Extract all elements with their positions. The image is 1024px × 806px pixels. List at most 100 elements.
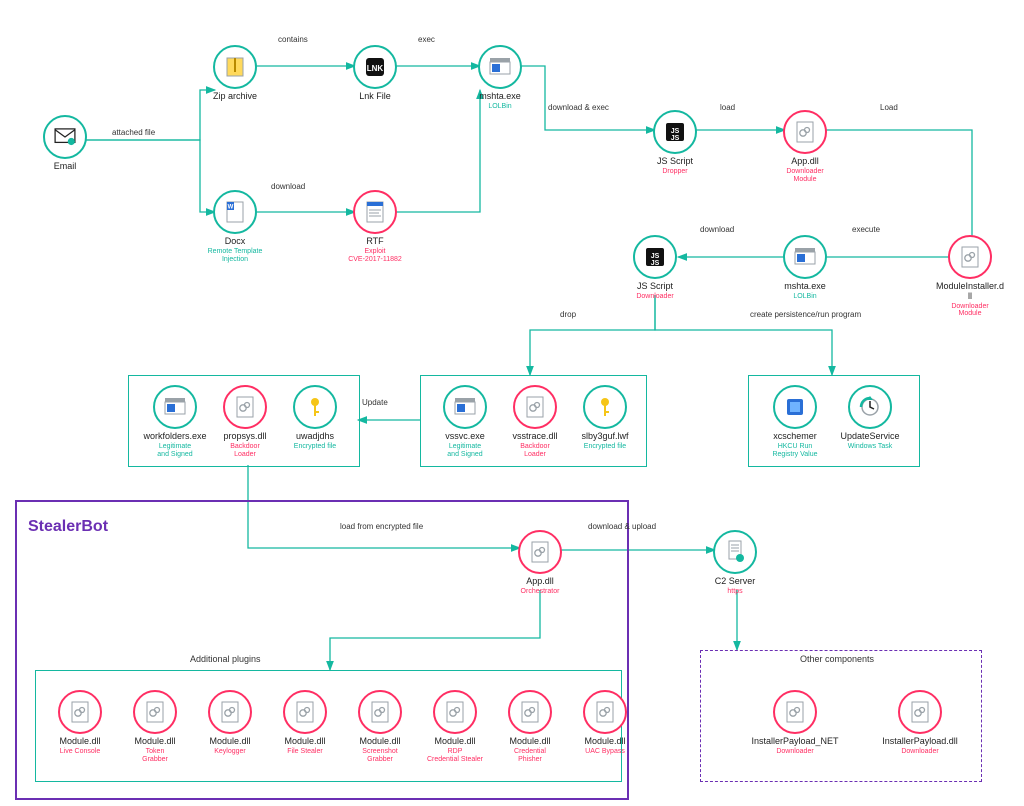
node-slby: slby3guf.lwfEncrypted file <box>570 385 640 451</box>
exe-icon <box>783 235 827 279</box>
node-m3: Module.dllKeylogger <box>195 690 265 756</box>
edge-label: download & exec <box>548 103 609 112</box>
node-label: Module.dll <box>120 737 190 747</box>
node-sub1: RDP <box>420 748 490 756</box>
node-label: xcschemer <box>760 432 830 442</box>
node-label: slby3guf.lwf <box>570 432 640 442</box>
node-sub2: Injection <box>200 256 270 264</box>
node-sub1: Downloader <box>740 748 850 756</box>
node-sub1: Orchestrator <box>505 588 575 596</box>
dll-icon <box>358 690 402 734</box>
node-label: workfolders.exe <box>135 432 215 442</box>
node-label: Docx <box>200 237 270 247</box>
node-sub2: Loader <box>210 451 280 459</box>
dll-icon <box>518 530 562 574</box>
edge-label: drop <box>560 310 576 319</box>
node-appdl: App.dllDownloaderModule <box>770 110 840 183</box>
node-sub2: Grabber <box>345 756 415 764</box>
node-sub1: Encrypted file <box>570 443 640 451</box>
node-label: InstallerPayload.dll <box>870 737 970 747</box>
svg-text:LNK: LNK <box>367 64 384 73</box>
node-sub2: Grabber <box>120 756 190 764</box>
node-m2: Module.dllTokenGrabber <box>120 690 190 763</box>
node-label: Module.dll <box>195 737 265 747</box>
diagram-canvas: StealerBotAdditional pluginsOther compon… <box>0 0 1024 806</box>
node-sub1: Credential <box>495 748 565 756</box>
node-label: InstallerPayload_NET <box>740 737 850 747</box>
node-sub1: HKCU Run <box>760 443 830 451</box>
node-props: propsys.dllBackdoorLoader <box>210 385 280 458</box>
node-sub2: Module <box>935 310 1005 318</box>
node-label: Module.dll <box>420 737 490 747</box>
exe-icon <box>478 45 522 89</box>
dll-icon <box>583 690 627 734</box>
task-icon <box>848 385 892 429</box>
node-label: RTF <box>340 237 410 247</box>
node-sub2: Credential Stealer <box>420 756 490 764</box>
node-ipnet: InstallerPayload_NETDownloader <box>740 690 850 756</box>
node-mshta1: mshta.exeLOLBin <box>465 45 535 111</box>
node-label: Module.dll <box>495 737 565 747</box>
node-appo: App.dllOrchestrator <box>505 530 575 596</box>
node-ipdll: InstallerPayload.dllDownloader <box>870 690 970 756</box>
node-sub1: Windows Task <box>835 443 905 451</box>
dll-icon <box>433 690 477 734</box>
node-m5: Module.dllScreenshotGrabber <box>345 690 415 763</box>
node-sub1: Backdoor <box>210 443 280 451</box>
node-sub2: CVE-2017-11882 <box>340 256 410 264</box>
node-c2: C2 Serverhttps <box>700 530 770 596</box>
node-sub2: and Signed <box>430 451 500 459</box>
edge-label: exec <box>418 35 435 44</box>
node-zip: Zip archive <box>200 45 270 102</box>
node-sub1: File Stealer <box>270 748 340 756</box>
node-sub1: https <box>700 588 770 596</box>
node-label: JS Script <box>640 157 710 167</box>
dll-icon <box>898 690 942 734</box>
node-sub2: Module <box>770 176 840 184</box>
node-label: propsys.dll <box>210 432 280 442</box>
dll-icon <box>948 235 992 279</box>
node-label: Zip archive <box>200 92 270 102</box>
node-sub1: Keylogger <box>195 748 265 756</box>
lnk-icon: LNK <box>353 45 397 89</box>
node-label: uwadjdhs <box>280 432 350 442</box>
dll-icon <box>208 690 252 734</box>
node-label: Module.dll <box>270 737 340 747</box>
node-label: Module.dll <box>570 737 640 747</box>
node-mshta2: mshta.exeLOLBin <box>770 235 840 301</box>
edge-label: Load <box>880 103 898 112</box>
svg-text:W: W <box>228 205 234 211</box>
svg-text:JS: JS <box>671 128 680 135</box>
dll-icon <box>283 690 327 734</box>
js-icon: JSJS <box>633 235 677 279</box>
node-sub1: Remote Template <box>200 248 270 256</box>
node-vsst: vsstrace.dllBackdoorLoader <box>500 385 570 458</box>
node-lnk: LNK Lnk File <box>340 45 410 102</box>
node-label: mshta.exe <box>770 282 840 292</box>
node-sub2: Loader <box>500 451 570 459</box>
mail-icon <box>43 115 87 159</box>
exe-icon <box>153 385 197 429</box>
node-wfold: workfolders.exeLegitimateand Signed <box>135 385 215 458</box>
node-sub1: Token <box>120 748 190 756</box>
node-modinst: ModuleInstaller.dllDownloaderModule <box>935 235 1005 318</box>
srv-icon <box>713 530 757 574</box>
node-label: Lnk File <box>340 92 410 102</box>
node-sub1: Backdoor <box>500 443 570 451</box>
svg-text:JS: JS <box>651 260 660 267</box>
node-label: Email <box>30 162 100 172</box>
node-vssvc: vssvc.exeLegitimateand Signed <box>430 385 500 458</box>
docx-icon: W <box>213 190 257 234</box>
dll-icon <box>223 385 267 429</box>
node-sub1: Downloader <box>870 748 970 756</box>
node-uwad: uwadjdhsEncrypted file <box>280 385 350 451</box>
node-label: mshta.exe <box>465 92 535 102</box>
node-m7: Module.dllCredentialPhisher <box>495 690 565 763</box>
node-label: App.dll <box>505 577 575 587</box>
dll-icon <box>783 110 827 154</box>
edge-label: attached file <box>112 128 155 137</box>
node-sub1: Downloader <box>770 168 840 176</box>
node-sub1: Legitimate <box>135 443 215 451</box>
node-sub1: Encrypted file <box>280 443 350 451</box>
node-sub1: LOLBin <box>465 103 535 111</box>
